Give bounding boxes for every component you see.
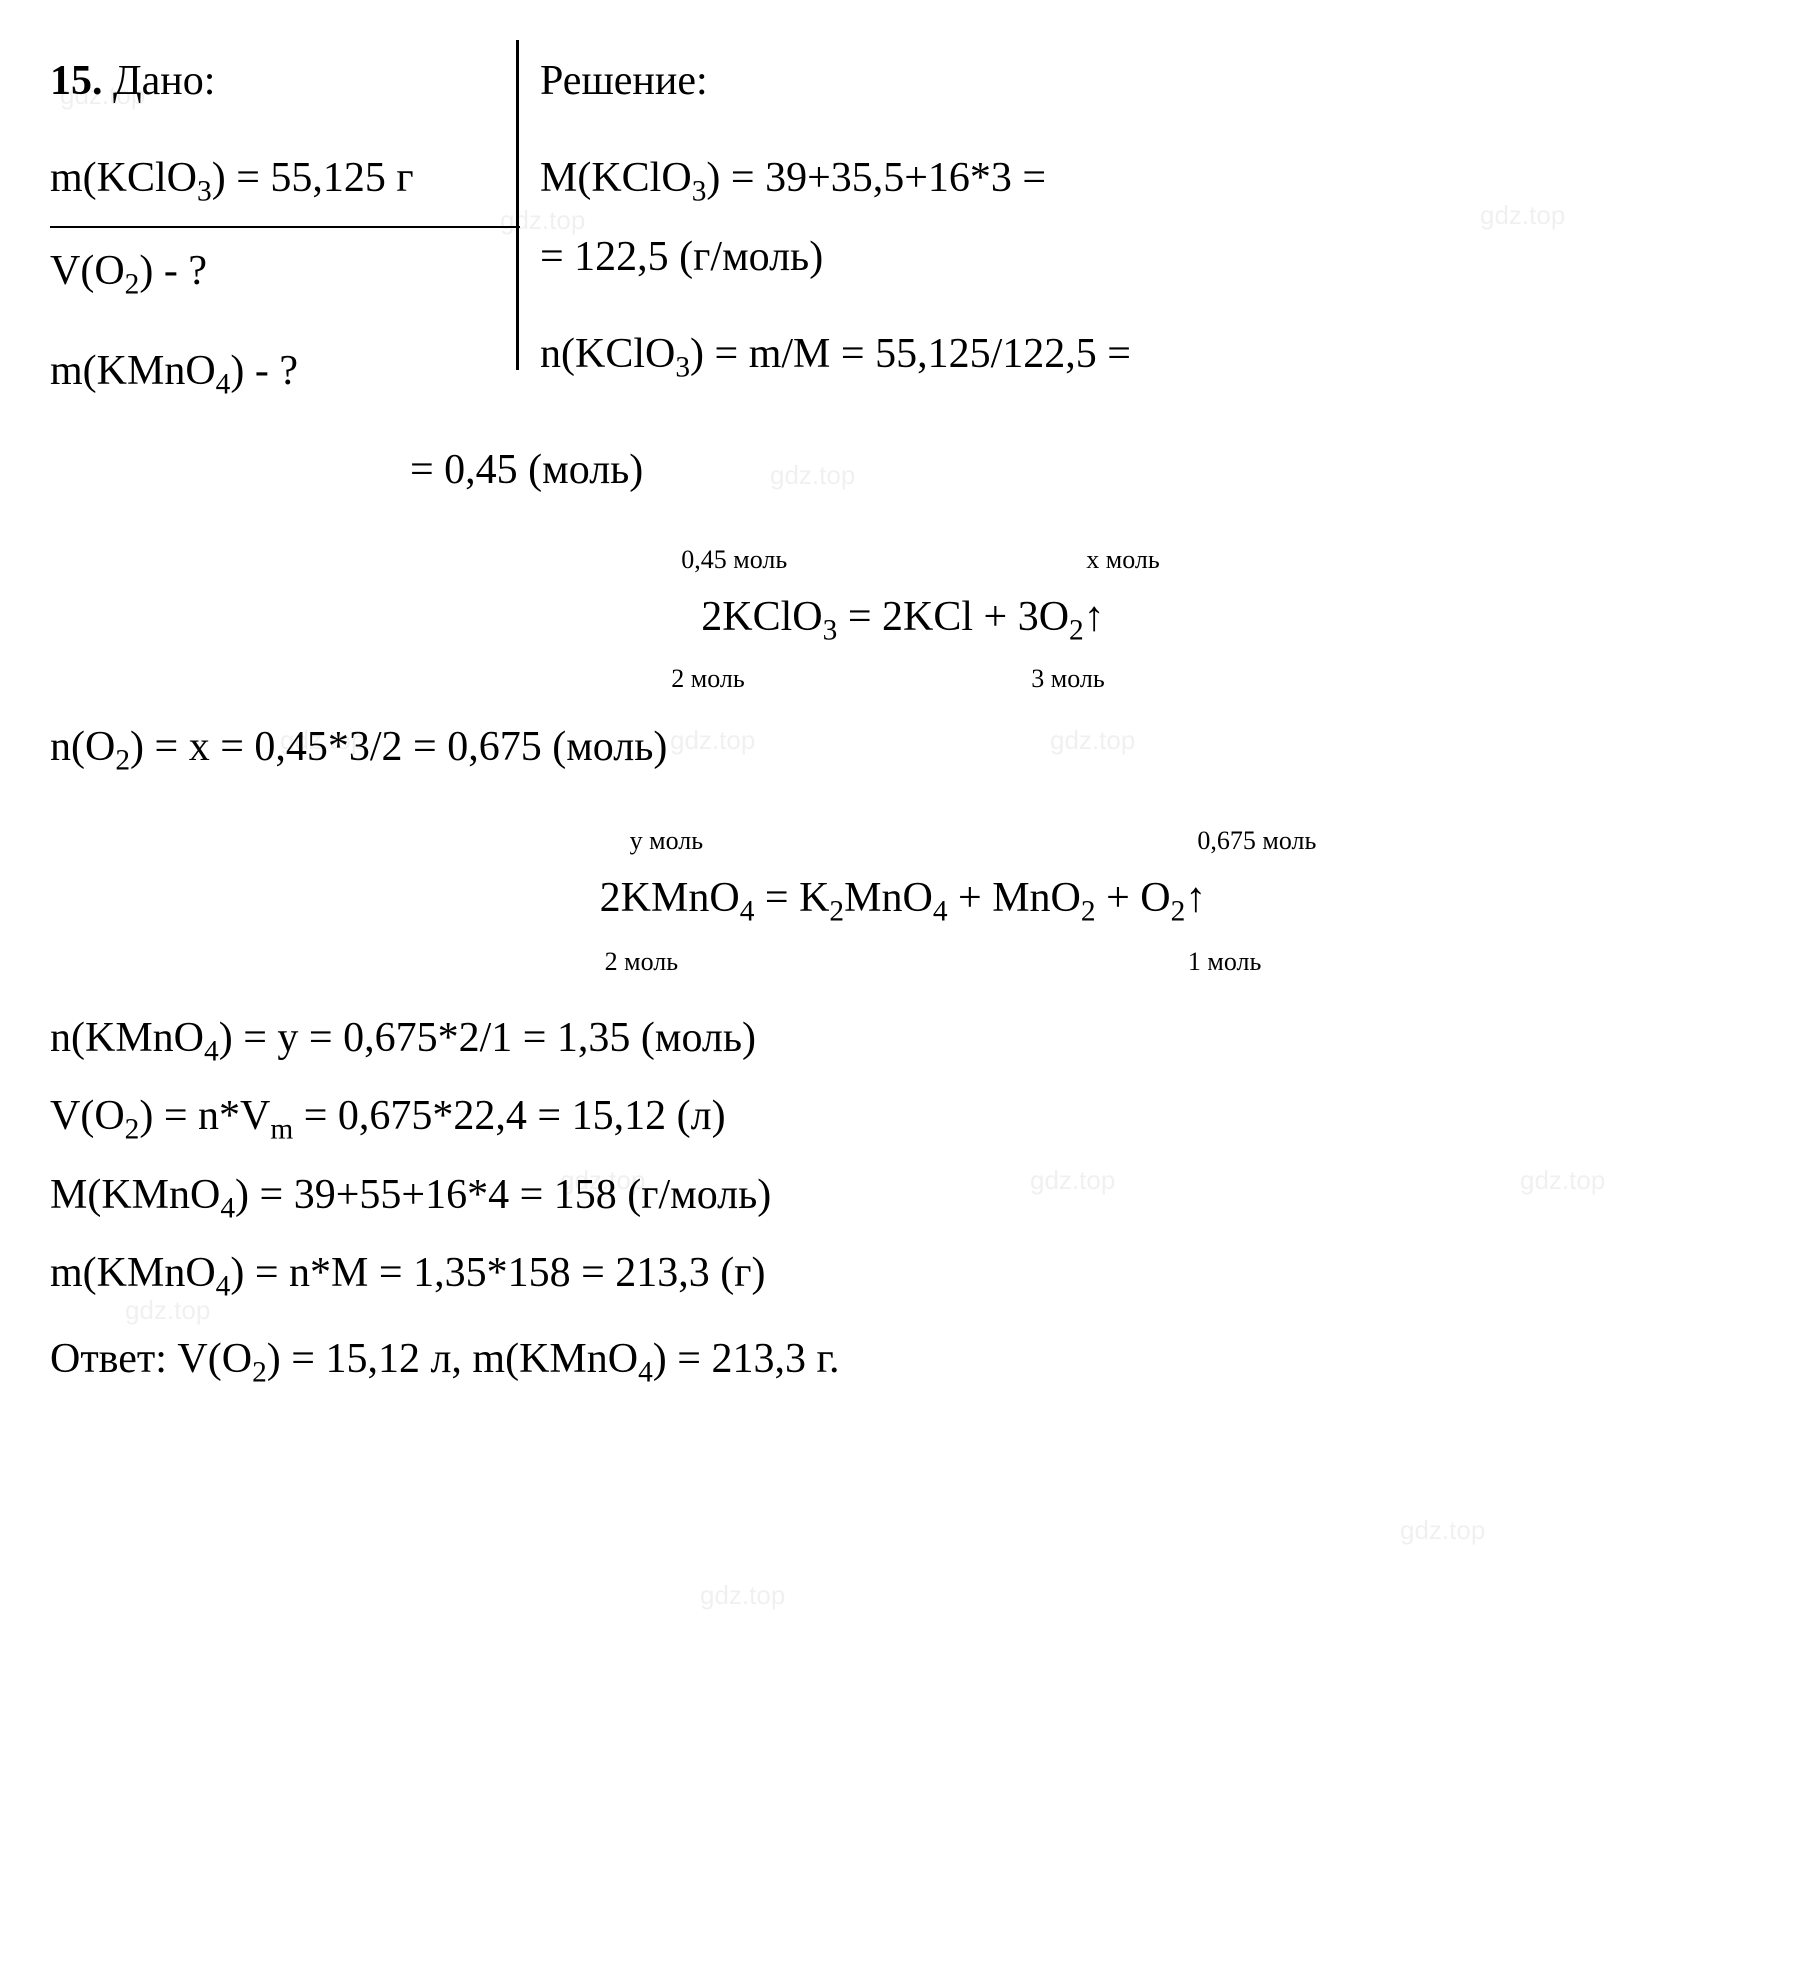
eq1-bot-right: 3 моль xyxy=(1031,658,1104,700)
eq2-formula: 2KMnO4 = K2MnO4 + MnO2 + O2↑ xyxy=(600,875,1207,921)
problem-header: 15. Дано: xyxy=(50,48,520,115)
eq2-bot-left: 2 моль xyxy=(605,941,678,983)
watermark-text: gdz.top xyxy=(700,1575,785,1617)
calc-n-o2: n(O2) = x = 0,45*3/2 = 0,675 (моль) xyxy=(50,714,1756,784)
sol-molar-mass-1: M(KClO3) = 39+35,5+16*3 = xyxy=(540,145,1756,215)
given-mass-kclo3: m(KClO3) = 55,125 г xyxy=(50,145,520,215)
given-divider xyxy=(50,226,520,228)
solution-label: Решение: xyxy=(540,48,1756,115)
calc-n-kmno4: n(KMnO4) = y = 0,675*2/1 = 1,35 (моль) xyxy=(50,1005,1756,1075)
calc-m-kmno4: m(KMnO4) = n*M = 1,35*158 = 213,3 (г) xyxy=(50,1240,1756,1310)
sol-molar-mass-2: = 122,5 (г/моль) xyxy=(540,224,1756,291)
header-row: 15. Дано: m(KClO3) = 55,125 г V(O2) - ? … xyxy=(50,40,1756,417)
watermark-text: gdz.top xyxy=(1400,1510,1485,1552)
given-vo2: V(O2) - ? xyxy=(50,238,520,308)
given-mkmno4: m(KMnO4) - ? xyxy=(50,338,520,408)
calc-molar-mass-kmno4: M(KMnO4) = 39+55+16*4 = 158 (г/моль) xyxy=(50,1162,1756,1232)
eq1-formula: 2KClO3 = 2KCl + 3O2↑ xyxy=(701,594,1104,640)
sol-n-kclo3-2: = 0,45 (моль) xyxy=(50,437,1756,504)
equation-2-block: y моль 0,675 моль 2KMnO4 = K2MnO4 + MnO2… xyxy=(50,825,1756,975)
eq1-top-right: x моль xyxy=(1086,539,1159,581)
sol-n-kclo3-1: n(KClO3) = m/M = 55,125/122,5 = xyxy=(540,321,1756,391)
calc-v-o2: V(O2) = n*Vm = 0,675*22,4 = 15,12 (л) xyxy=(50,1083,1756,1153)
eq2-bot-right: 1 моль xyxy=(1188,941,1261,983)
answer-line: Ответ: V(O2) = 15,12 л, m(KMnO4) = 213,3… xyxy=(50,1326,1756,1396)
eq2-top-right: 0,675 моль xyxy=(1197,820,1316,862)
problem-number: 15. xyxy=(50,58,103,104)
eq1-top-left: 0,45 моль xyxy=(681,539,787,581)
dano-label: Дано: xyxy=(113,58,215,104)
equation-1-block: 0,45 моль x моль 2KClO3 = 2KCl + 3O2↑ 2 … xyxy=(50,544,1756,694)
eq2-top-left: y моль xyxy=(630,820,703,862)
eq1-bot-left: 2 моль xyxy=(671,658,744,700)
